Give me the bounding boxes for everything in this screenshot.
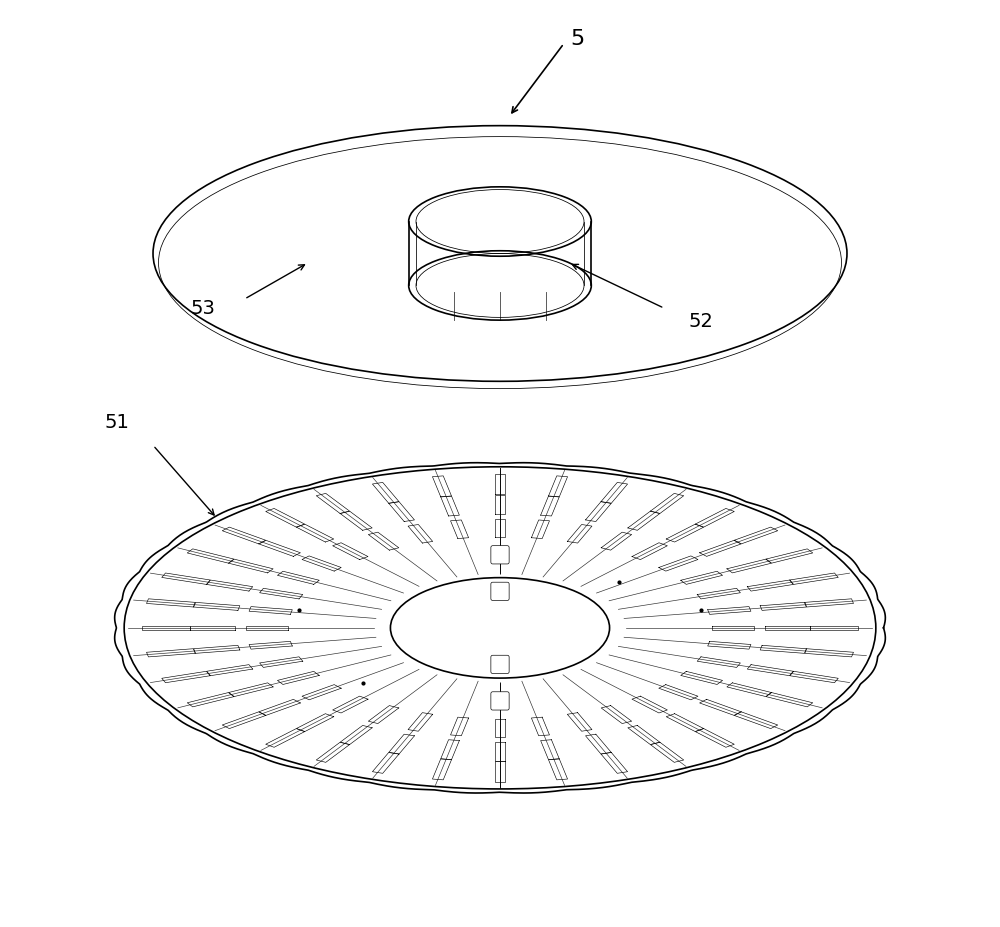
Ellipse shape — [390, 578, 610, 678]
Text: 52: 52 — [688, 312, 713, 332]
FancyBboxPatch shape — [491, 692, 509, 710]
Text: 51: 51 — [104, 413, 129, 432]
Text: 5: 5 — [570, 29, 585, 49]
Text: 53: 53 — [191, 298, 216, 318]
FancyBboxPatch shape — [491, 546, 509, 564]
FancyBboxPatch shape — [491, 582, 509, 601]
FancyBboxPatch shape — [491, 655, 509, 674]
